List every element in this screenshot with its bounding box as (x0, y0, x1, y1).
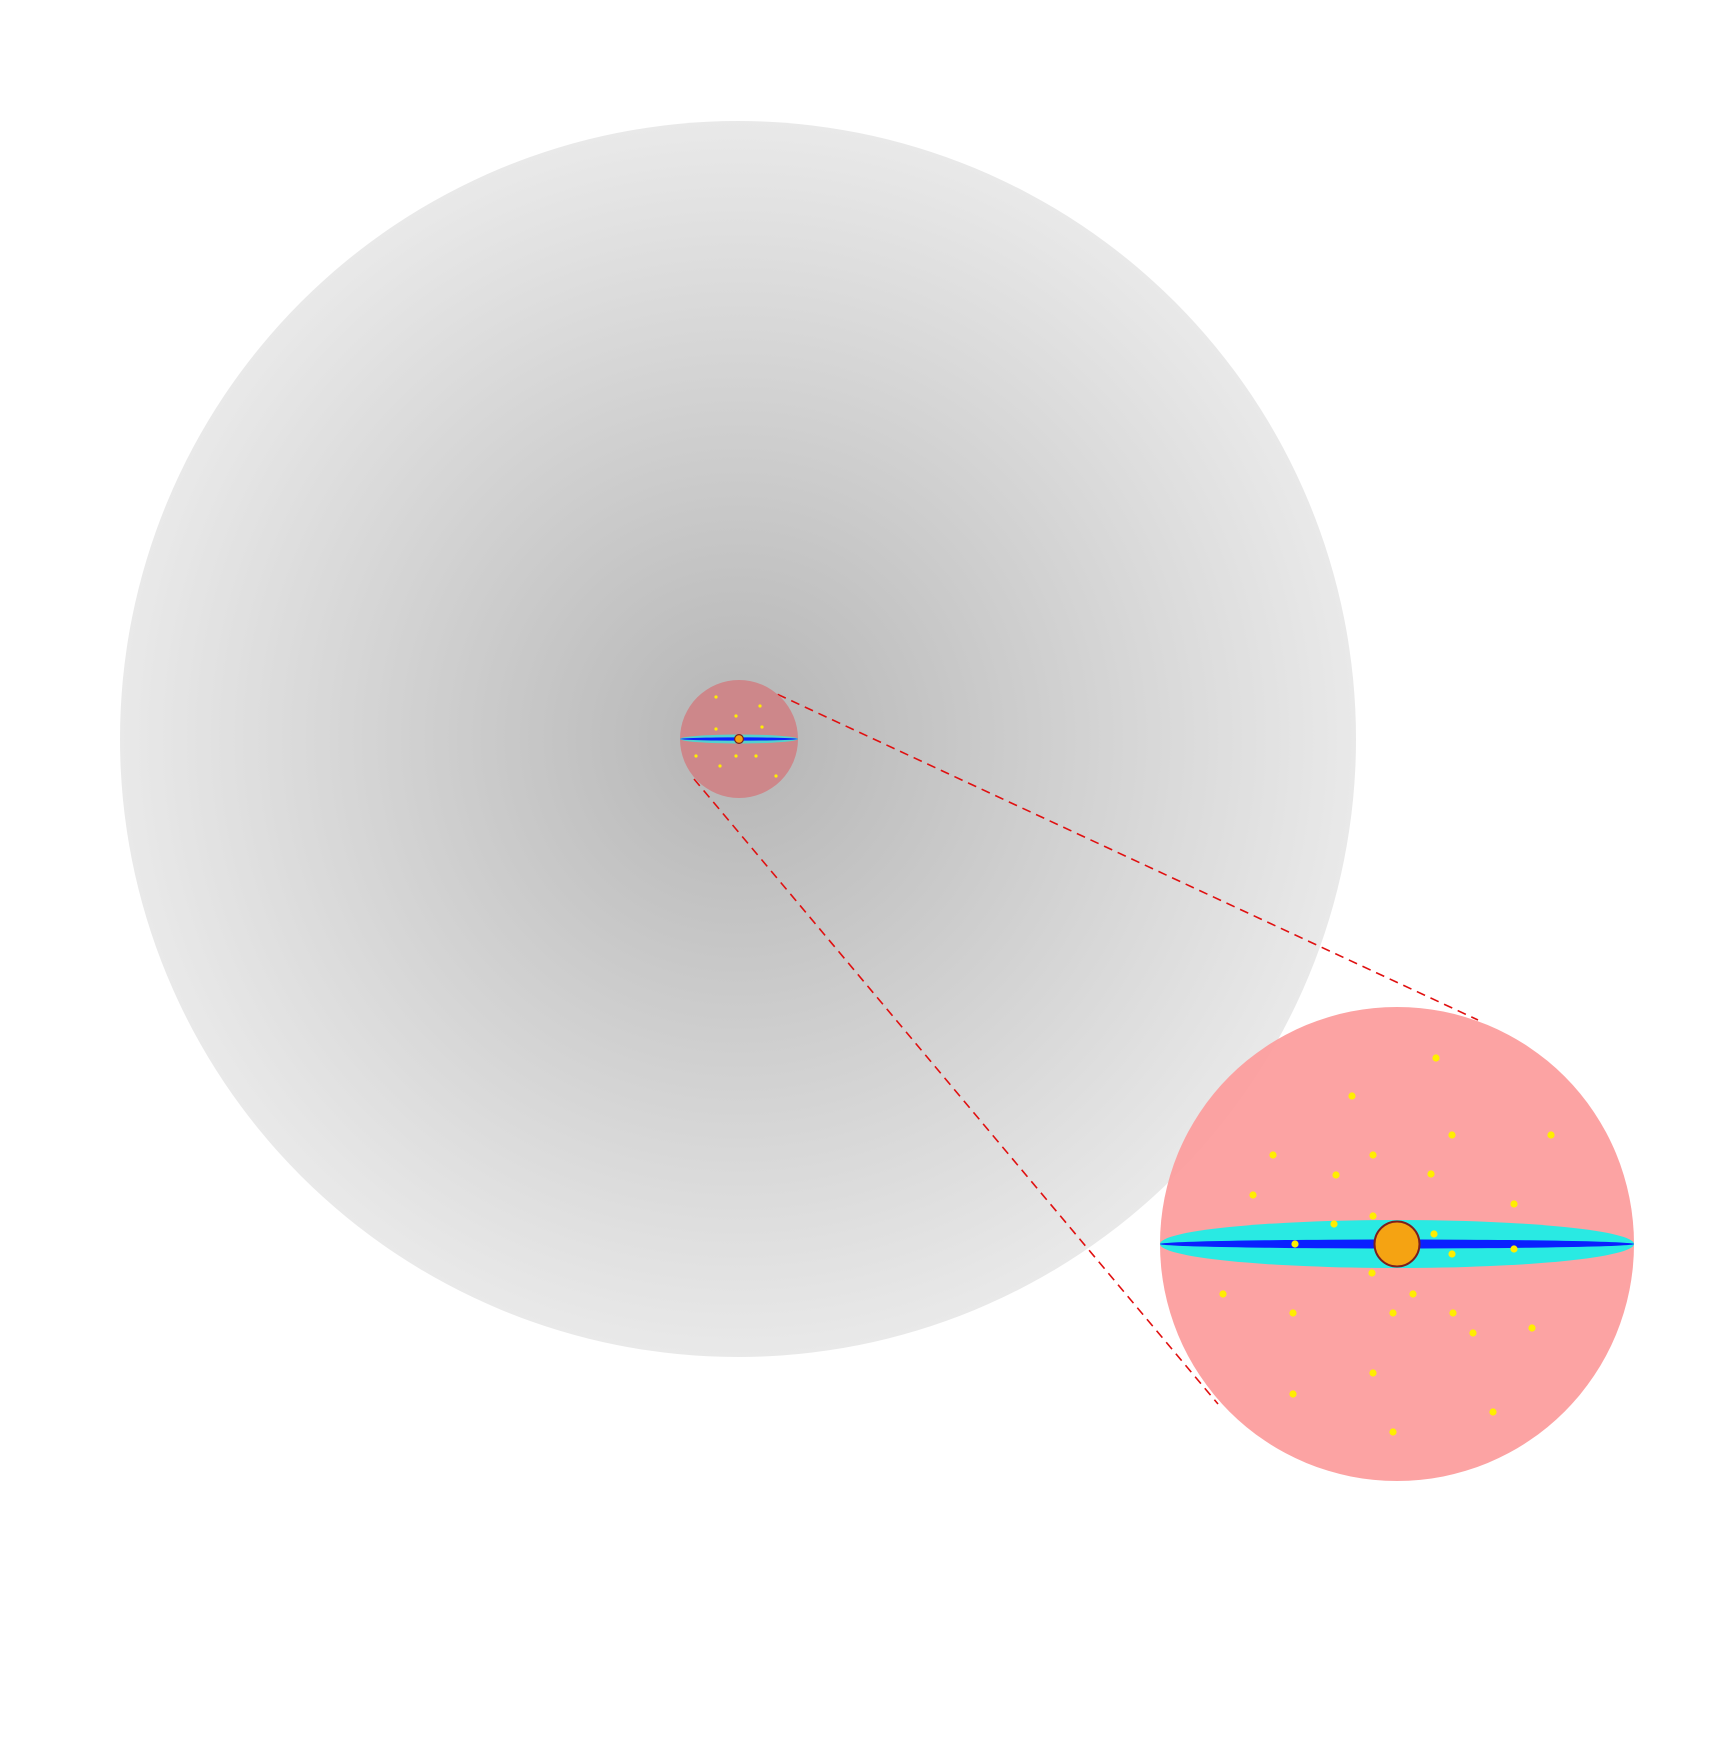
star-dot (734, 714, 738, 718)
star-dot (1368, 1269, 1376, 1277)
star-dot (1489, 1408, 1497, 1416)
star-dot (1289, 1390, 1297, 1398)
star-dot (734, 754, 738, 758)
star-dot (1389, 1309, 1397, 1317)
star-dot (1510, 1245, 1518, 1253)
star-dot (1369, 1369, 1377, 1377)
star-dot (714, 727, 718, 731)
star-dot (714, 695, 718, 699)
star-dot (1291, 1240, 1299, 1248)
star-dot (1469, 1329, 1477, 1337)
star-dot (774, 774, 778, 778)
small-galaxy-stars (694, 695, 778, 778)
star-dot (1427, 1170, 1435, 1178)
star-dot (1269, 1151, 1277, 1159)
zoom-line-upper (763, 687, 1479, 1021)
star-dot (718, 764, 722, 768)
star-dot (694, 754, 698, 758)
magnified-galaxy-stars (1219, 1054, 1555, 1436)
star-dot (1528, 1324, 1536, 1332)
small-galaxy (680, 680, 798, 798)
magnified-galaxy (1160, 1007, 1634, 1481)
star-dot (1219, 1290, 1227, 1298)
star-dot (760, 725, 764, 729)
star-dot (1547, 1131, 1555, 1139)
star-dot (1332, 1171, 1340, 1179)
zoom-line-lower (693, 778, 1219, 1405)
star-dot (1432, 1054, 1440, 1062)
star-dot (1369, 1151, 1377, 1159)
magnified-galaxy-core (1373, 1220, 1421, 1268)
star-dot (1449, 1309, 1457, 1317)
star-dot (1348, 1092, 1356, 1100)
star-dot (1448, 1131, 1456, 1139)
star-dot (758, 704, 762, 708)
star-dot (1249, 1191, 1257, 1199)
star-dot (1409, 1290, 1417, 1298)
star-dot (1289, 1309, 1297, 1317)
star-dot (1448, 1250, 1456, 1258)
star-dot (1389, 1428, 1397, 1436)
star-dot (1369, 1212, 1377, 1220)
star-dot (754, 754, 758, 758)
small-galaxy-core (733, 733, 744, 744)
star-dot (1430, 1230, 1438, 1238)
star-dot (1510, 1200, 1518, 1208)
star-dot (1330, 1220, 1338, 1228)
